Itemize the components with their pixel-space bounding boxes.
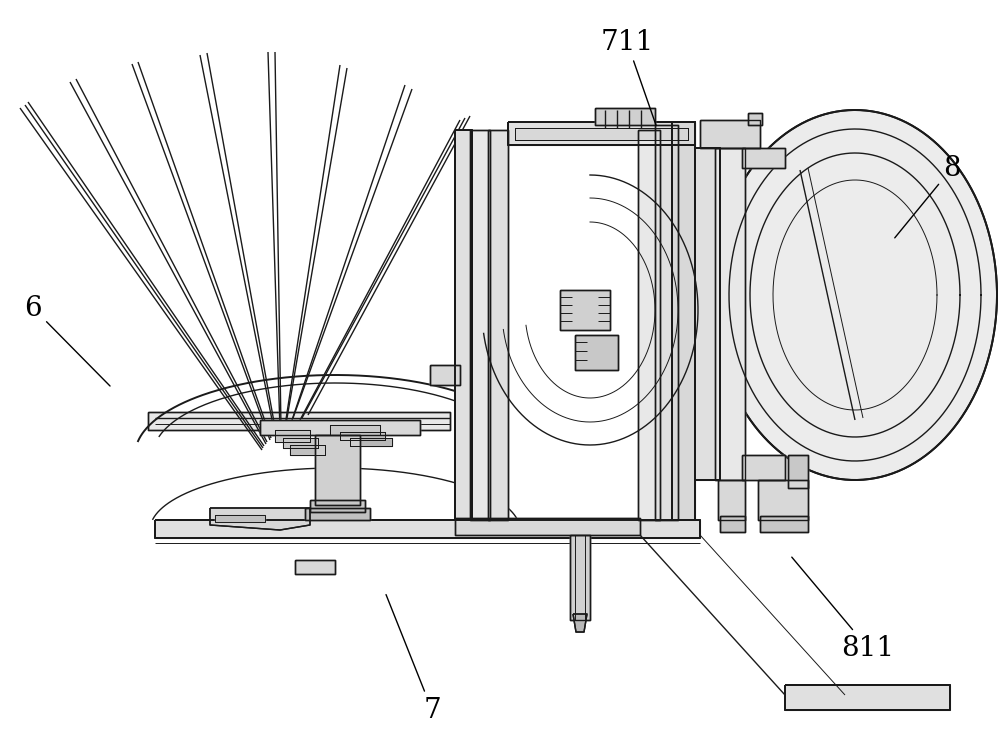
Polygon shape bbox=[455, 518, 640, 535]
Polygon shape bbox=[275, 430, 310, 442]
Polygon shape bbox=[748, 113, 762, 125]
Polygon shape bbox=[758, 480, 808, 520]
Polygon shape bbox=[290, 445, 325, 455]
Polygon shape bbox=[672, 122, 695, 520]
Text: 8: 8 bbox=[895, 155, 961, 238]
Polygon shape bbox=[713, 110, 997, 480]
Polygon shape bbox=[215, 515, 265, 522]
Polygon shape bbox=[310, 500, 365, 512]
Text: 6: 6 bbox=[24, 294, 110, 386]
Polygon shape bbox=[155, 520, 700, 538]
Polygon shape bbox=[595, 108, 655, 125]
Polygon shape bbox=[560, 290, 610, 330]
Polygon shape bbox=[695, 148, 720, 480]
Text: 711: 711 bbox=[600, 29, 656, 125]
Polygon shape bbox=[430, 365, 460, 385]
Polygon shape bbox=[148, 412, 450, 430]
Polygon shape bbox=[575, 335, 618, 370]
Polygon shape bbox=[788, 455, 808, 488]
Polygon shape bbox=[283, 438, 318, 448]
Polygon shape bbox=[315, 435, 360, 505]
Polygon shape bbox=[470, 130, 490, 520]
Polygon shape bbox=[330, 425, 380, 435]
Polygon shape bbox=[785, 685, 950, 710]
Text: 811: 811 bbox=[792, 557, 895, 661]
Polygon shape bbox=[742, 148, 785, 168]
Polygon shape bbox=[340, 432, 385, 440]
Polygon shape bbox=[488, 130, 508, 520]
Polygon shape bbox=[570, 535, 590, 620]
Polygon shape bbox=[455, 130, 472, 520]
Polygon shape bbox=[760, 516, 808, 532]
Polygon shape bbox=[210, 508, 310, 530]
Polygon shape bbox=[638, 130, 660, 520]
Polygon shape bbox=[742, 455, 785, 480]
Polygon shape bbox=[508, 122, 695, 145]
Polygon shape bbox=[305, 508, 370, 520]
Polygon shape bbox=[295, 560, 335, 574]
Text: 7: 7 bbox=[386, 595, 441, 723]
Polygon shape bbox=[718, 480, 745, 520]
Polygon shape bbox=[700, 120, 760, 148]
Polygon shape bbox=[350, 438, 392, 446]
Polygon shape bbox=[655, 125, 678, 520]
Polygon shape bbox=[515, 128, 688, 140]
Polygon shape bbox=[573, 614, 587, 632]
Polygon shape bbox=[715, 148, 745, 480]
Polygon shape bbox=[260, 420, 420, 435]
Polygon shape bbox=[720, 516, 745, 532]
